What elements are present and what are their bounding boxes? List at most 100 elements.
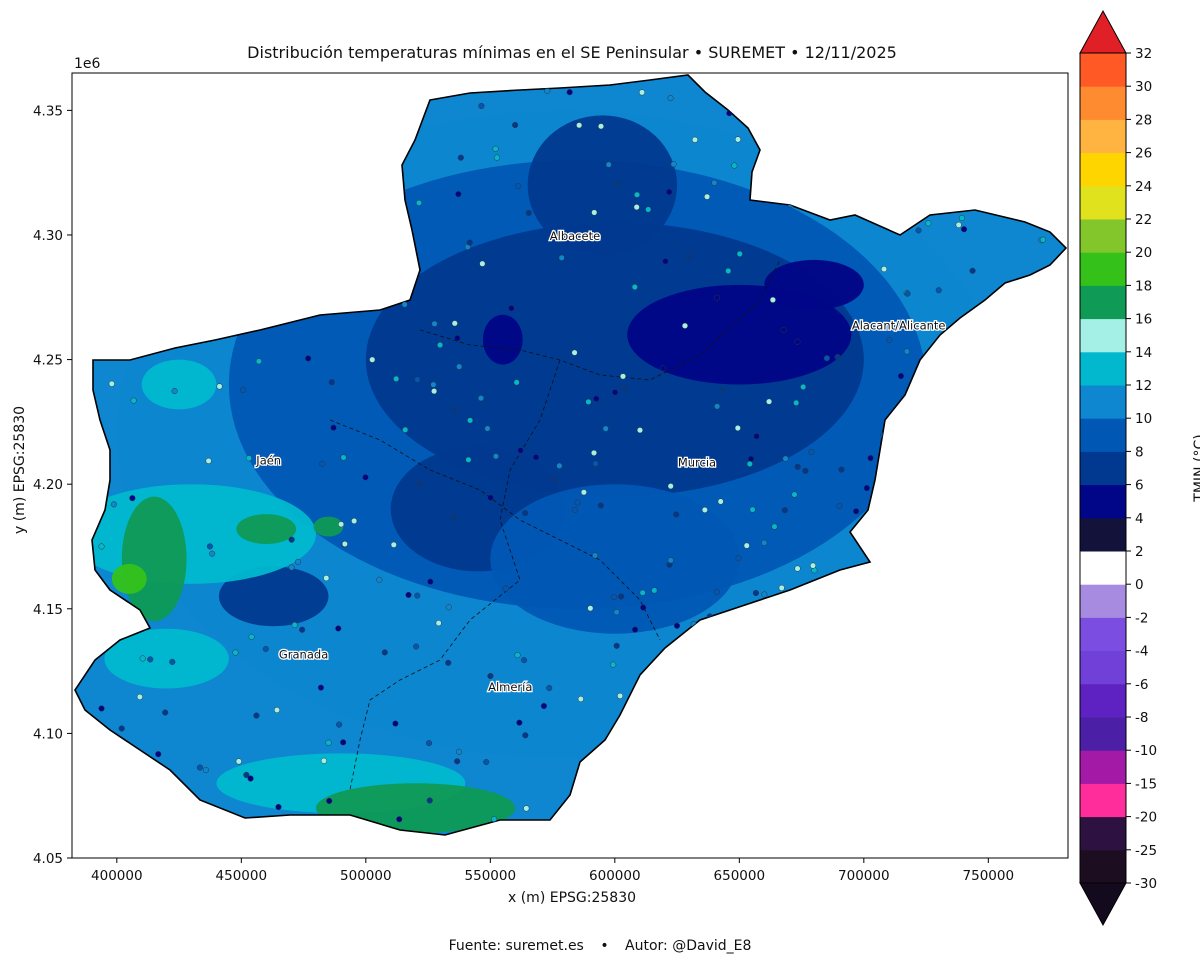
station-marker: [319, 460, 326, 467]
station-marker: [396, 816, 403, 823]
station-marker: [328, 379, 335, 386]
colorbar-tick-label: -30: [1135, 876, 1157, 892]
station-marker: [717, 498, 724, 505]
station-marker: [614, 180, 621, 187]
station-marker: [162, 709, 169, 716]
station-marker: [881, 266, 888, 273]
station-marker: [155, 751, 162, 758]
station-marker: [426, 797, 433, 804]
station-marker: [401, 301, 408, 308]
station-marker: [305, 355, 312, 362]
colorbar-segment: [1080, 119, 1126, 154]
station-marker: [466, 239, 473, 246]
station-marker: [651, 587, 658, 594]
station-marker: [326, 797, 333, 804]
station-marker: [335, 625, 342, 632]
station-marker: [793, 399, 800, 406]
station-marker: [299, 626, 306, 633]
station-marker: [743, 542, 750, 549]
colorbar-tick-label: -2: [1135, 610, 1148, 626]
station-marker: [243, 771, 250, 778]
colorbar-segment: [1080, 551, 1126, 585]
colorbar-segment: [1080, 750, 1126, 784]
y-axis-offset-label: 1e6: [74, 56, 101, 72]
y-tick-label: 4.15: [33, 602, 63, 618]
colorbar-tick-label: 4: [1135, 511, 1144, 527]
station-marker: [577, 695, 584, 703]
x-tick-label: 700000: [838, 868, 890, 884]
station-marker: [430, 381, 437, 388]
colorbar-tick-label: 30: [1135, 79, 1152, 95]
colorbar-tick-label: 22: [1135, 212, 1152, 228]
station-marker: [613, 642, 620, 649]
station-marker: [558, 254, 565, 261]
station-marker: [1039, 236, 1046, 243]
colorbar-label: TMIN (°C): [1192, 434, 1200, 502]
station-marker: [794, 338, 801, 345]
station-marker: [477, 395, 485, 402]
station-marker: [216, 383, 223, 390]
city-label: Granada: [279, 648, 328, 662]
colorbar-tick-label: 32: [1135, 46, 1152, 62]
x-tick-label: 750000: [963, 868, 1015, 884]
station-marker: [465, 456, 472, 463]
colorbar-segment: [1080, 219, 1126, 253]
x-tick-label: 600000: [589, 868, 641, 884]
station-marker: [640, 604, 647, 611]
station-marker: [253, 712, 260, 719]
station-marker: [455, 748, 463, 755]
station-marker: [645, 206, 652, 213]
station-marker: [808, 449, 815, 456]
y-axis-label: y (m) EPSG:25830: [12, 405, 28, 535]
station-marker: [338, 521, 345, 528]
colorbar: -30-25-20-15-10-8-6-4-202468101214161820…: [1079, 9, 1157, 927]
station-marker: [413, 643, 420, 650]
station-marker: [576, 122, 583, 129]
station-marker: [566, 89, 573, 96]
station-marker: [517, 447, 524, 454]
station-marker: [414, 592, 421, 599]
station-marker: [522, 732, 529, 739]
station-marker: [435, 620, 442, 627]
station-marker: [809, 562, 817, 569]
station-marker: [202, 767, 209, 774]
station-marker: [521, 657, 528, 664]
colorbar-segment: [1080, 418, 1126, 452]
station-marker: [431, 388, 438, 395]
colorbar-segment: [1080, 53, 1126, 87]
colorbar-tick-label: -4: [1135, 644, 1148, 660]
field-region-level-4: [627, 284, 852, 385]
colorbar-segment: [1080, 717, 1126, 751]
station-marker: [673, 622, 681, 629]
footer-source: Fuente: suremet.es: [448, 938, 584, 954]
field-region-level-12: [104, 628, 229, 689]
station-marker: [351, 517, 358, 525]
station-marker: [610, 661, 617, 668]
station-marker: [794, 565, 801, 572]
station-marker: [336, 721, 343, 728]
station-marker: [512, 121, 519, 129]
colorbar-tick-label: 28: [1135, 112, 1152, 128]
station-marker: [502, 585, 509, 592]
station-marker: [610, 593, 618, 601]
station-marker: [897, 373, 904, 380]
field-region-level-8: [490, 484, 740, 634]
station-marker: [136, 693, 143, 700]
colorbar-segment: [1080, 617, 1126, 652]
x-tick-label: 650000: [714, 868, 766, 884]
colorbar-tick-label: 6: [1135, 478, 1144, 494]
station-marker: [323, 575, 330, 582]
city-label: Jaén: [255, 453, 281, 467]
station-marker: [455, 191, 462, 198]
colorbar-segment: [1080, 849, 1126, 884]
city-label: Murcia: [678, 456, 716, 470]
station-marker: [734, 425, 741, 432]
station-marker: [667, 95, 674, 102]
colorbar-tick-label: 16: [1135, 312, 1152, 328]
colorbar-segment: [1080, 816, 1126, 851]
station-marker: [369, 356, 376, 363]
station-marker: [639, 589, 646, 596]
station-marker: [915, 227, 922, 234]
station-marker: [734, 136, 742, 143]
